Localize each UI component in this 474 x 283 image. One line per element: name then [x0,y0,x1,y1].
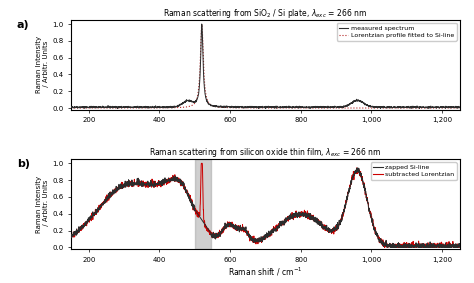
Bar [195,159,210,249]
Text: a): a) [17,20,29,30]
Y-axis label: Raman Intensity
 / Arbitr. Units: Raman Intensity / Arbitr. Units [36,175,49,233]
Legend: measured spectrum, Lorentzian profile fitted to Si-line: measured spectrum, Lorentzian profile fi… [337,23,456,40]
Legend: zapped Si-line, subtracted Lorentzian: zapped Si-line, subtracted Lorentzian [371,162,456,180]
Y-axis label: Raman Intensity
 / Arbitr. Units: Raman Intensity / Arbitr. Units [36,36,49,93]
Text: b): b) [17,159,30,169]
Title: Raman scattering from silicon oxide thin film, $\lambda_{exc}$ = 266 nm: Raman scattering from silicon oxide thin… [149,146,382,159]
X-axis label: Raman shift / cm$^{-1}$: Raman shift / cm$^{-1}$ [228,265,302,278]
Title: Raman scattering from SiO$_2$ / Si plate, $\lambda_{exc}$ = 266 nm: Raman scattering from SiO$_2$ / Si plate… [164,7,367,20]
